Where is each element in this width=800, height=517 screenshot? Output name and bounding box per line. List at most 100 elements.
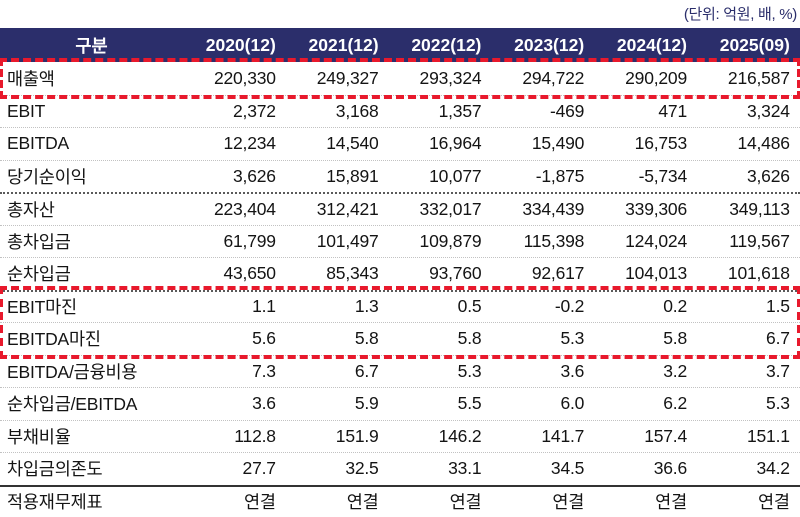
table-cell: 119,567 <box>729 230 790 251</box>
table-cell: -0.2 <box>554 296 585 317</box>
table-cell: 109,879 <box>419 230 482 251</box>
table-cell: 151.9 <box>335 425 379 446</box>
row-label: 차입금의존도 <box>7 459 103 480</box>
unit-label: (단위: 억원, 배, %) <box>683 6 797 23</box>
unit-bar: (단위: 억원, 배, %) <box>0 0 800 28</box>
table-cell: 15,891 <box>326 165 379 186</box>
table-row: 순차입금/EBITDA 3.6 5.9 5.5 6.0 6.2 5.3 <box>0 387 800 420</box>
table-row: EBITDA마진 5.6 5.8 5.8 5.3 5.8 6.7 <box>0 322 800 355</box>
table-cell: 3,324 <box>746 100 790 121</box>
table-row: 매출액 220,330 249,327 293,324 294,722 290,209 21… <box>0 62 800 95</box>
row-label: 당기순이익 <box>7 166 87 187</box>
header-cell-period: 2023(12) <box>514 34 585 55</box>
table-cell: 151.1 <box>746 425 790 446</box>
row-label: 총자산 <box>7 199 55 220</box>
table-cell: 220,330 <box>213 67 276 88</box>
table-cell: 3,626 <box>233 165 276 186</box>
table-cell: 5.3 <box>560 328 585 349</box>
table-cell: -5,734 <box>638 165 688 186</box>
table-cell: 1.5 <box>766 296 790 317</box>
table-cell: 0.5 <box>457 296 482 317</box>
table-cell: 16,753 <box>634 133 688 154</box>
table-row: 당기순이익 3,626 15,891 10,077 -1,875 -5,734 3,626 <box>0 159 800 193</box>
table-cell: 연결 <box>655 492 687 513</box>
table-cell: 5.6 <box>252 328 276 349</box>
table-cell: 1.1 <box>252 296 276 317</box>
table-cell: 5.5 <box>457 393 482 414</box>
table-cell: 6.7 <box>766 328 790 349</box>
row-label: EBITDA마진 <box>7 329 101 350</box>
table-cell: 33.1 <box>448 458 482 479</box>
table-cell: 85,343 <box>326 263 379 284</box>
table-cell: -1,875 <box>535 165 585 186</box>
table-cell: 3.6 <box>252 393 276 414</box>
table-cell: 3,168 <box>335 100 379 121</box>
table-row: 총자산 223,404 312,421 332,017 334,439 339,306 34… <box>0 192 800 225</box>
table-cell: 6.2 <box>663 393 687 414</box>
table-cell: 332,017 <box>419 198 482 219</box>
table-cell: 471 <box>658 100 687 121</box>
table-cell: 157.4 <box>644 425 687 446</box>
table-cell: 6.7 <box>354 360 379 381</box>
table-row: EBIT 2,372 3,168 1,357 -469 471 3,324 <box>0 94 800 128</box>
table-row: EBITDA 12,234 14,540 16,964 15,490 16,753 14,4… <box>0 127 800 160</box>
table-row: 순차입금 43,650 85,343 93,760 92,617 104,013 101,6… <box>0 257 800 290</box>
table-cell: 146.2 <box>438 425 482 446</box>
table-cell: 216,587 <box>727 67 790 88</box>
row-label: 매출액 <box>7 68 55 89</box>
row-label: 순차입금/EBITDA <box>7 394 138 415</box>
table-cell: 10,077 <box>429 165 482 186</box>
row-label: EBITDA <box>7 133 70 154</box>
financial-table: 구분 2020(12) 2021(12) 2022(12) 2023(12) 2024(1… <box>0 28 800 517</box>
table-header-row: 구분 2020(12) 2021(12) 2022(12) 2023(12) 2024(1… <box>0 28 800 62</box>
table-cell: 293,324 <box>419 67 482 88</box>
table-cell: -469 <box>549 100 585 121</box>
row-label: 총차입금 <box>7 231 71 252</box>
table-cell: 14,486 <box>737 133 790 154</box>
table-row: 부채비율 112.8 151.9 146.2 141.7 157.4 151.1 <box>0 419 800 453</box>
table-cell: 36.6 <box>653 458 687 479</box>
table-cell: 16,964 <box>429 133 482 154</box>
table-cell: 15,490 <box>531 133 585 154</box>
table-cell: 연결 <box>449 492 482 513</box>
table-cell: 334,439 <box>522 198 585 219</box>
header-cell-period: 2021(12) <box>308 34 379 55</box>
table-row: 총차입금 61,799 101,497 109,879 115,398 124,024 11… <box>0 224 800 258</box>
table-cell: 339,306 <box>625 198 687 219</box>
row-label: 부채비율 <box>7 426 71 447</box>
header-cell-period: 2020(12) <box>205 34 276 55</box>
table-row: 적용재무제표 연결 연결 연결 연결 연결 연결 <box>0 484 800 517</box>
table-cell: 312,421 <box>316 198 379 219</box>
table-cell: 141.7 <box>541 425 585 446</box>
table-cell: 1.3 <box>354 296 379 317</box>
table-cell: 5.9 <box>354 393 379 414</box>
table-cell: 14,540 <box>326 133 379 154</box>
table-cell: 3.7 <box>766 360 790 381</box>
table-cell: 249,327 <box>316 67 379 88</box>
table-cell: 101,497 <box>316 230 379 251</box>
table-cell: 3,626 <box>746 165 790 186</box>
table-cell: 34.5 <box>550 458 585 479</box>
table-cell: 124,024 <box>625 230 687 251</box>
table-row: EBIT마진 1.1 1.3 0.5 -0.2 0.2 1.5 <box>0 289 800 323</box>
header-cell-period: 2022(12) <box>411 34 482 55</box>
table-cell: 93,760 <box>429 263 482 284</box>
row-label: EBITDA/금융비용 <box>7 361 138 382</box>
table-cell: 5.3 <box>457 360 482 381</box>
table-cell: 61,799 <box>223 230 276 251</box>
table-cell: 27.7 <box>242 458 276 479</box>
table-cell: 연결 <box>552 492 585 513</box>
table-cell: 1,357 <box>438 100 482 121</box>
table-body: 매출액 220,330 249,327 293,324 294,722 290,209 21… <box>0 62 800 517</box>
table-cell: 3.6 <box>560 360 585 381</box>
row-label: 순차입금 <box>7 264 71 285</box>
row-label: EBIT마진 <box>7 297 77 318</box>
table-cell: 349,113 <box>729 198 790 219</box>
table-cell: 7.3 <box>252 360 276 381</box>
table-cell: 6.0 <box>560 393 585 414</box>
table-cell: 2,372 <box>233 100 276 121</box>
table-cell: 5.8 <box>354 328 379 349</box>
table-cell: 연결 <box>757 492 790 513</box>
table-cell: 32.5 <box>345 458 379 479</box>
